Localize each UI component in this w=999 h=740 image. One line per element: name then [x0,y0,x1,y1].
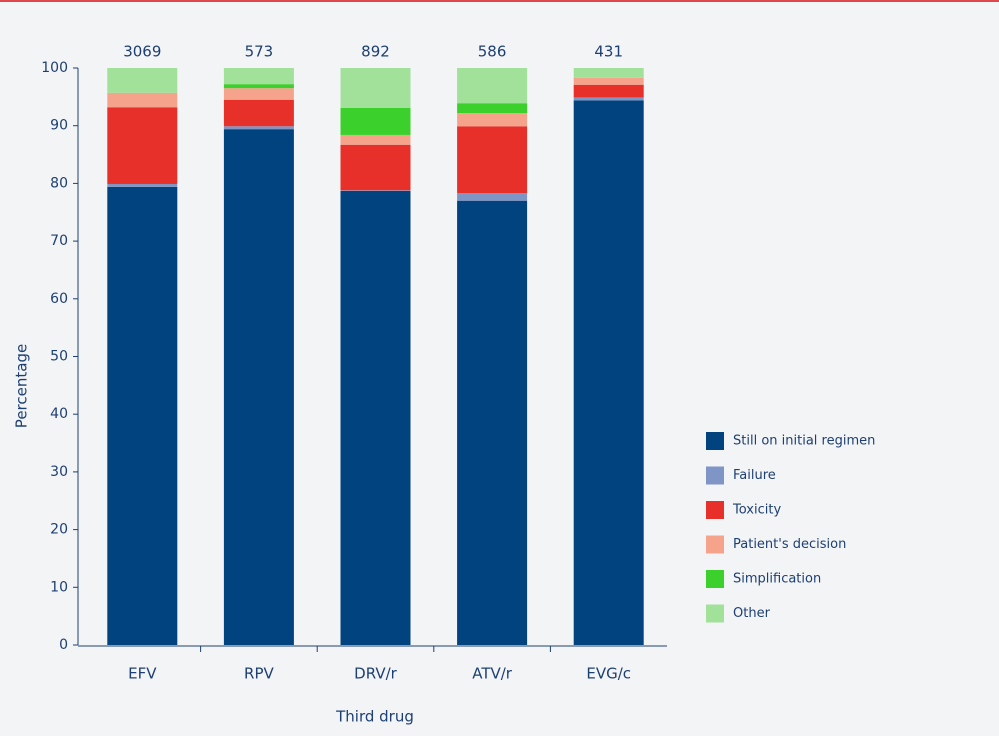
x-tick-label: EFV [128,665,157,683]
bar-segment [457,113,528,127]
bar-segment [340,107,411,135]
bar-segment [573,68,644,78]
bar-segment [107,183,178,187]
x-tick-label: EVG/c [586,665,631,683]
bar-total: 892 [361,43,390,61]
bar-segment [340,68,411,108]
bar-segment [223,84,294,89]
bar-total: 3069 [123,43,161,61]
legend-swatch [706,501,724,519]
y-tick-label: 50 [50,349,68,365]
x-tick-label: ATV/r [472,665,513,683]
bar-segment [340,190,411,645]
bar-segment [107,92,178,108]
y-tick-label: 60 [50,291,68,307]
bar-segment [223,68,294,85]
bar-total: 573 [245,43,274,61]
bar-segment [340,134,411,145]
y-tick-label: 70 [50,233,68,249]
bar-segment [340,190,411,191]
x-tick-label: RPV [244,665,274,683]
legend-swatch [706,535,724,554]
top-rule [0,0,999,2]
legend-label: Patient's decision [733,537,846,552]
y-tick-label: 30 [50,464,68,480]
bar-segment [457,68,528,104]
bar-segment [107,68,178,93]
x-tick-label: DRV/r [354,665,397,683]
bar-segment [573,84,644,98]
legend-swatch [706,604,724,623]
bar-segment [340,144,411,191]
legend-label: Still on initial regimen [733,434,875,449]
bar-segment [223,129,294,646]
legend-swatch [706,570,724,588]
y-tick-label: 80 [50,175,68,191]
legend-label: Other [733,606,771,621]
bar-segment [573,77,644,85]
legend-swatch [706,466,724,485]
bar-total: 586 [478,43,507,61]
bar-segment [457,200,528,645]
bar-segment [223,99,294,127]
bar-segment [457,126,528,194]
legend-swatch [706,432,724,450]
y-axis-label: Percentage [13,344,31,428]
bar-segment [457,103,528,114]
legend-label: Toxicity [732,503,781,518]
y-tick-label: 20 [50,522,68,538]
bar-segment [573,97,644,101]
y-tick-label: 90 [50,118,68,134]
y-tick-label: 100 [41,60,68,76]
bar-segment [223,126,294,130]
legend-label: Simplification [733,572,821,587]
bar-segment [223,88,294,100]
y-tick-label: 10 [50,579,68,595]
legend-label: Failure [733,468,776,483]
bar-segment [107,107,178,184]
x-axis-label: Third drug [335,708,414,726]
y-tick-label: 40 [50,406,68,422]
bar-segment [573,100,644,645]
bar-total: 431 [594,43,623,61]
y-tick-label: 0 [59,637,68,653]
bar-segment [457,193,528,201]
bar-segment [107,186,178,645]
